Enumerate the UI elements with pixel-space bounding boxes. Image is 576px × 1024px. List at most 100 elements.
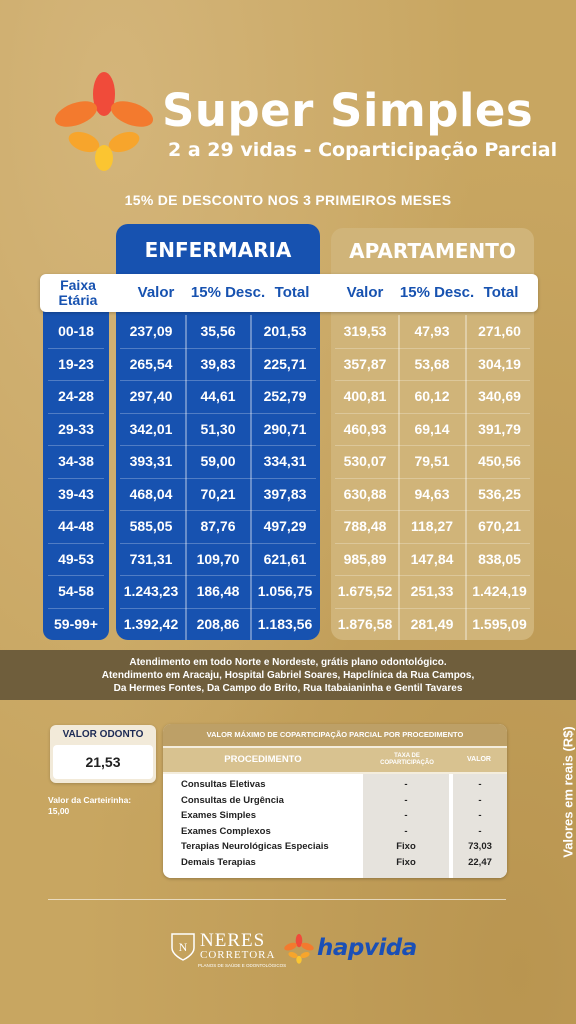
cell-enf-desc: 208,86	[196, 615, 240, 632]
cell-apt-valor: 1.876,58	[337, 615, 393, 632]
hapvida-logo: hapvida	[283, 932, 423, 966]
row-separator	[120, 477, 316, 479]
copart-row: Consultas de Urgência - -	[163, 793, 507, 809]
copart-col-valor: VALOR	[467, 756, 491, 763]
cell-apt-total: 271,60	[478, 323, 521, 339]
neres-logo: N NERES CORRETORA PLANOS DE SAÚDE E ODON…	[170, 930, 286, 974]
carteirinha-value: 15,00	[48, 806, 70, 816]
table-row: 59-99+ 1.392,42 208,86 1.183,56 1.876,58 281,…	[0, 607, 576, 641]
table-row: 00-18 237,09 35,56 201,53 319,53 47,93 271,60	[0, 315, 576, 348]
faixa-panel	[43, 300, 109, 640]
table-row: 54-58 1.243,23 186,48 1.056,75 1.675,52 251,3…	[0, 575, 576, 608]
copart-valor: -	[478, 825, 482, 837]
header-enf-valor: Valor	[137, 284, 175, 301]
cell-enf-desc: 51,30	[200, 420, 236, 437]
cell-apt-total: 304,19	[478, 355, 521, 372]
copart-body: Consultas Eletivas - - Consultas de Urgênci…	[163, 774, 507, 878]
cell-apt-desc: 79,51	[414, 453, 450, 469]
cell-enf-valor: 585,05	[129, 518, 173, 534]
copart-title: VALOR MÁXIMO DE COPARTICIPAÇÃO PARCIAL P…	[163, 724, 507, 746]
cell-apt-desc: 53,68	[414, 355, 450, 372]
header-apt-desc: 15% Desc.	[399, 284, 475, 301]
odonto-box: VALOR ODONTO 21,53	[50, 725, 156, 783]
neres-name: NERES	[200, 930, 266, 951]
header-faixa-etaria: Faixa Etária	[40, 274, 116, 312]
row-separator	[335, 347, 530, 349]
cell-enf-total: 290,71	[263, 420, 307, 437]
neres-sub: CORRETORA	[200, 949, 276, 961]
cell-apt-total: 838,05	[478, 550, 521, 567]
cell-faixa: 24-28	[58, 388, 94, 404]
column-divider	[250, 315, 252, 640]
cell-faixa: 49-53	[58, 550, 94, 567]
cell-faixa: 19-23	[58, 355, 94, 372]
hapvida-flower-icon	[284, 934, 314, 964]
copart-taxa: -	[404, 794, 408, 806]
table-row: 34-38 393,31 59,00 334,31 530,07 79,51 450,56	[0, 445, 576, 478]
apartamento-header: APARTAMENTO	[331, 228, 534, 278]
row-separator	[120, 445, 316, 446]
row-separator	[120, 607, 316, 609]
info-line-2: Atendimento em Aracaju, Hospital Gabriel…	[101, 670, 475, 681]
copart-table: VALOR MÁXIMO DE COPARTICIPAÇÃO PARCIAL P…	[163, 724, 507, 878]
cell-apt-valor: 357,87	[343, 355, 387, 372]
copart-taxa: -	[404, 810, 408, 821]
row-separator	[48, 477, 104, 479]
cell-apt-desc: 118,27	[410, 518, 454, 534]
apartamento-panel	[331, 278, 534, 640]
copart-header: PROCEDIMENTO TAXA DE COPARTICIPAÇÃO VALO…	[163, 748, 507, 772]
row-separator	[335, 477, 530, 479]
header-apt-valor: Valor	[346, 284, 384, 301]
row-separator	[335, 607, 530, 609]
cell-enf-desc: 39,83	[200, 355, 236, 372]
copart-col-taxa-line2: COPARTICIPAÇÃO	[380, 760, 434, 766]
copart-row: Demais Terapias Fixo 22,47	[163, 855, 507, 871]
copart-col-taxa: TAXA DE COPARTICIPAÇÃO	[363, 748, 451, 772]
cell-apt-desc: 69,14	[414, 420, 450, 437]
cell-faixa: 39-43	[58, 485, 94, 502]
row-separator	[335, 445, 530, 446]
copart-taxa-column-bg	[363, 774, 449, 878]
copart-procedure: Consultas de Urgência	[181, 794, 284, 806]
hapvida-wordmark: hapvida	[317, 935, 417, 961]
cell-enf-valor: 1.392,42	[123, 615, 179, 632]
table-row: 44-48 585,05 87,76 497,29 788,48 118,27 670,21	[0, 510, 576, 543]
cell-apt-total: 450,56	[478, 453, 521, 469]
cell-enf-total: 334,31	[263, 453, 307, 469]
cell-enf-valor: 297,40	[129, 388, 173, 404]
row-separator	[48, 510, 104, 511]
column-divider	[465, 315, 467, 640]
cell-enf-desc: 186,48	[196, 583, 240, 599]
cell-faixa: 29-33	[58, 420, 94, 437]
cell-enf-valor: 1.243,23	[123, 583, 179, 599]
column-divider	[398, 315, 400, 640]
row-separator	[120, 542, 316, 544]
copart-valor: 22,47	[468, 856, 492, 868]
copart-col-procedimento: PROCEDIMENTO	[224, 754, 302, 765]
cell-enf-total: 252,79	[263, 388, 307, 404]
copart-valor: -	[478, 794, 482, 806]
cell-enf-valor: 731,31	[129, 550, 173, 567]
cell-apt-total: 536,25	[478, 485, 521, 502]
row-separator	[120, 380, 316, 381]
cell-apt-valor: 788,48	[343, 518, 387, 534]
cell-enf-valor: 237,09	[129, 323, 173, 339]
copart-row: Exames Simples - -	[163, 808, 507, 824]
copart-row: Exames Complexos - -	[163, 824, 507, 840]
column-divider	[185, 315, 187, 640]
row-separator	[120, 347, 316, 349]
cell-apt-desc: 60,12	[414, 388, 450, 404]
footer-divider	[48, 899, 506, 900]
row-separator	[120, 412, 316, 414]
cell-enf-valor: 265,54	[129, 355, 173, 372]
cell-enf-desc: 59,00	[200, 453, 236, 469]
cell-faixa: 59-99+	[54, 615, 98, 632]
cell-enf-valor: 468,04	[129, 485, 173, 502]
currency-note: Valores em reais (R$)	[560, 726, 576, 858]
cell-enf-desc: 35,56	[200, 323, 236, 339]
cell-faixa: 44-48	[58, 518, 94, 534]
copart-row: Consultas Eletivas - -	[163, 777, 507, 793]
enfermaria-panel	[116, 278, 320, 640]
table-row: 24-28 297,40 44,61 252,79 400,81 60,12 340,69	[0, 380, 576, 413]
